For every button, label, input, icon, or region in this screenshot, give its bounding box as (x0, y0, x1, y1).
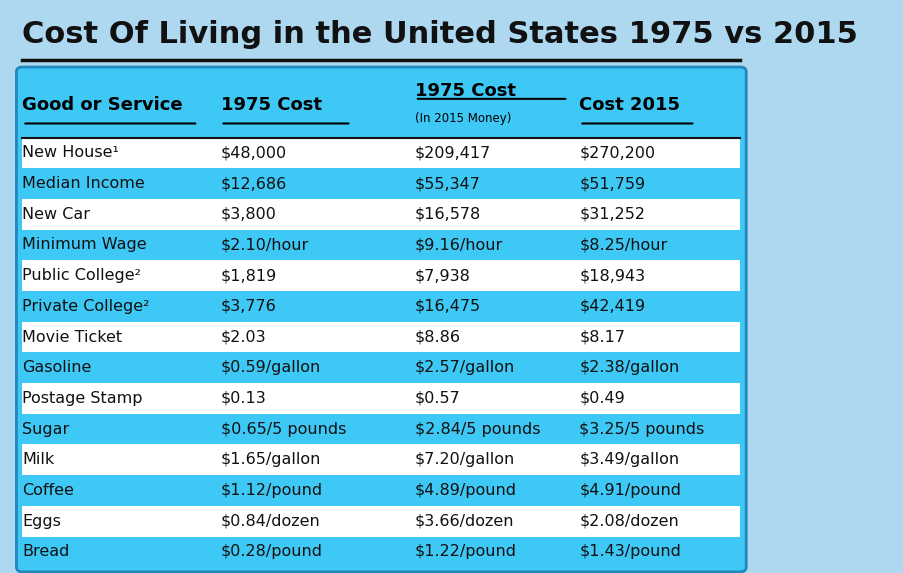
Text: $3,800: $3,800 (220, 207, 276, 222)
Text: $2.03: $2.03 (220, 329, 265, 344)
Text: Sugar: Sugar (23, 422, 70, 437)
Text: New House¹: New House¹ (23, 146, 119, 160)
Text: $16,578: $16,578 (414, 207, 480, 222)
Text: $0.28/pound: $0.28/pound (220, 544, 322, 559)
Text: Private College²: Private College² (23, 299, 150, 314)
Text: 1975 Cost: 1975 Cost (414, 83, 516, 100)
Text: $0.65/5 pounds: $0.65/5 pounds (220, 422, 346, 437)
Text: Cost 2015: Cost 2015 (579, 96, 680, 113)
Text: $31,252: $31,252 (579, 207, 645, 222)
Text: Good or Service: Good or Service (23, 96, 182, 113)
Text: $8.17: $8.17 (579, 329, 625, 344)
Text: $2.08/dozen: $2.08/dozen (579, 514, 678, 529)
Text: $4.89/pound: $4.89/pound (414, 483, 517, 498)
Text: $0.59/gallon: $0.59/gallon (220, 360, 321, 375)
Bar (23, 475, 740, 506)
Text: $12,686: $12,686 (220, 176, 286, 191)
Bar (23, 168, 740, 199)
Text: Median Income: Median Income (23, 176, 145, 191)
Text: $48,000: $48,000 (220, 146, 286, 160)
Bar (23, 321, 740, 352)
Bar (23, 260, 740, 291)
Text: $2.10/hour: $2.10/hour (220, 237, 309, 253)
Text: Milk: Milk (23, 452, 54, 468)
Bar (23, 383, 740, 414)
Text: Movie Ticket: Movie Ticket (23, 329, 123, 344)
Text: $2.84/5 pounds: $2.84/5 pounds (414, 422, 540, 437)
Text: Public College²: Public College² (23, 268, 141, 283)
Text: $7,938: $7,938 (414, 268, 470, 283)
Text: $0.84/dozen: $0.84/dozen (220, 514, 320, 529)
Text: Cost Of Living in the United States 1975 vs 2015: Cost Of Living in the United States 1975… (23, 20, 857, 49)
Text: $55,347: $55,347 (414, 176, 480, 191)
Text: 1975 Cost: 1975 Cost (220, 96, 321, 113)
Bar (23, 352, 740, 383)
Text: Minimum Wage: Minimum Wage (23, 237, 147, 253)
Text: $1.65/gallon: $1.65/gallon (220, 452, 321, 468)
Text: Gasoline: Gasoline (23, 360, 92, 375)
Text: $42,419: $42,419 (579, 299, 645, 314)
Text: Bread: Bread (23, 544, 70, 559)
Text: Postage Stamp: Postage Stamp (23, 391, 143, 406)
Text: $16,475: $16,475 (414, 299, 480, 314)
Text: $3.25/5 pounds: $3.25/5 pounds (579, 422, 704, 437)
Text: $1.12/pound: $1.12/pound (220, 483, 322, 498)
Bar (23, 291, 740, 321)
Text: $209,417: $209,417 (414, 146, 490, 160)
Bar (23, 536, 740, 567)
Bar (23, 199, 740, 230)
Text: Coffee: Coffee (23, 483, 74, 498)
Text: $2.57/gallon: $2.57/gallon (414, 360, 515, 375)
Text: $3,776: $3,776 (220, 299, 276, 314)
Text: $1.22/pound: $1.22/pound (414, 544, 517, 559)
Text: $51,759: $51,759 (579, 176, 645, 191)
Text: $1.43/pound: $1.43/pound (579, 544, 681, 559)
Text: $9.16/hour: $9.16/hour (414, 237, 503, 253)
Text: $7.20/gallon: $7.20/gallon (414, 452, 515, 468)
Bar (23, 506, 740, 536)
Text: $0.49: $0.49 (579, 391, 625, 406)
Text: $8.86: $8.86 (414, 329, 461, 344)
Text: Eggs: Eggs (23, 514, 61, 529)
Text: New Car: New Car (23, 207, 90, 222)
Bar (23, 445, 740, 475)
Text: $1,819: $1,819 (220, 268, 276, 283)
Text: $270,200: $270,200 (579, 146, 655, 160)
Text: $3.49/gallon: $3.49/gallon (579, 452, 679, 468)
Text: $2.38/gallon: $2.38/gallon (579, 360, 679, 375)
FancyBboxPatch shape (16, 67, 745, 572)
Text: $8.25/hour: $8.25/hour (579, 237, 667, 253)
Bar (23, 230, 740, 260)
Text: $4.91/pound: $4.91/pound (579, 483, 681, 498)
Text: $18,943: $18,943 (579, 268, 645, 283)
Bar (23, 138, 740, 168)
Text: $3.66/dozen: $3.66/dozen (414, 514, 514, 529)
Text: $0.13: $0.13 (220, 391, 266, 406)
Bar (23, 414, 740, 445)
Text: $0.57: $0.57 (414, 391, 461, 406)
Text: (In 2015 Money): (In 2015 Money) (414, 112, 511, 125)
